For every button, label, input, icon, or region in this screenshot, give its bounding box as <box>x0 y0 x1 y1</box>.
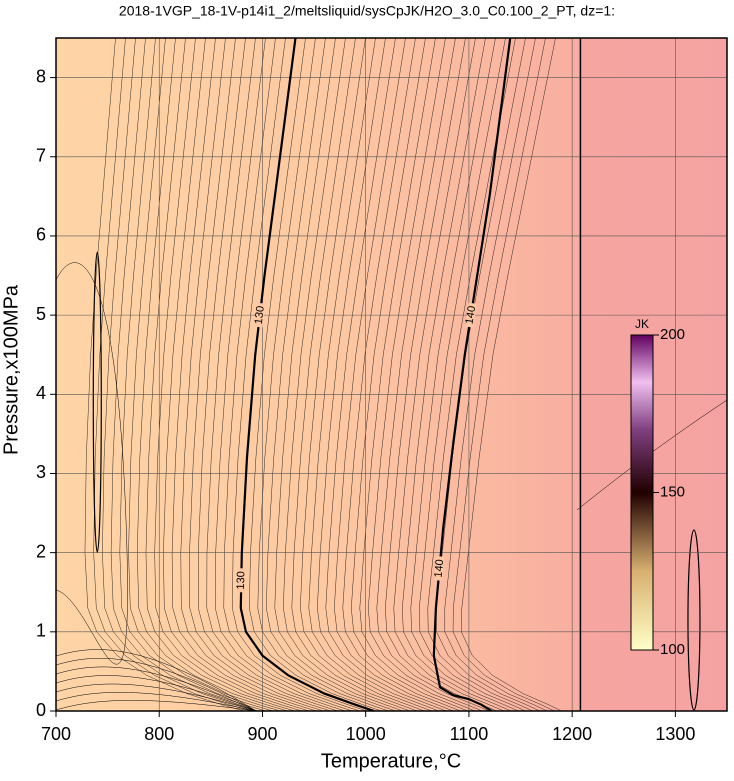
y-tick-label: 8 <box>36 66 46 86</box>
minor-contour <box>334 38 454 711</box>
colorbar-tick-label: 200 <box>660 326 685 343</box>
x-tick-label: 800 <box>144 724 174 744</box>
x-tick-label: 1200 <box>552 724 592 744</box>
plot-background <box>56 38 727 711</box>
y-tick-label: 4 <box>36 383 46 403</box>
y-axis-label: Pressure,x100MPa <box>0 284 22 455</box>
minor-contour <box>119 38 274 711</box>
minor-contour <box>56 658 257 711</box>
y-tick-label: 5 <box>36 304 46 324</box>
minor-contour <box>385 38 497 711</box>
y-tick-label: 2 <box>36 541 46 561</box>
minor-contour <box>283 38 411 711</box>
minor-contour <box>145 38 295 711</box>
minor-contour <box>56 692 257 711</box>
plot-frame <box>55 37 728 712</box>
minor-contour <box>163 38 310 711</box>
y-tick-label: 1 <box>36 621 46 641</box>
minor-contour <box>359 38 476 711</box>
contour-label: 130 <box>235 571 247 590</box>
minor-contour <box>154 38 302 711</box>
colorbar-tick-label: 100 <box>660 641 685 658</box>
minor-contour <box>402 38 512 711</box>
minor-contour <box>317 38 439 711</box>
minor-contour <box>197 38 338 711</box>
minor-contour <box>410 38 519 711</box>
minor-contour <box>56 649 257 711</box>
minor-contour <box>223 38 360 711</box>
minor-contour <box>56 683 257 711</box>
minor-contour <box>110 38 266 711</box>
x-tick-label: 1000 <box>346 724 386 744</box>
contour-label: 130 <box>253 305 267 325</box>
minor-contour <box>56 666 257 711</box>
minor-contour <box>232 38 367 711</box>
minor-contour <box>308 38 432 711</box>
minor-contour <box>84 38 245 711</box>
y-tick-label: 6 <box>36 225 46 245</box>
minor-contour <box>342 38 461 711</box>
x-tick-label: 700 <box>41 724 71 744</box>
minor-contour <box>274 38 403 711</box>
minor-contours <box>56 38 727 711</box>
minor-contour <box>189 38 331 711</box>
minor-contour <box>427 38 533 711</box>
contour-label-bg <box>237 568 246 593</box>
plot-area: 130 130 140 140 <box>56 38 727 711</box>
minor-contour <box>300 38 425 711</box>
colorbar-label: JK <box>635 317 649 331</box>
colorbar-tick-label: 150 <box>660 483 685 500</box>
colorbar <box>630 334 654 651</box>
minor-contour <box>171 38 317 711</box>
minor-contour <box>257 38 389 711</box>
minor-contour <box>56 675 257 711</box>
minor-contour <box>325 38 447 711</box>
y-tick-label: 0 <box>36 700 46 720</box>
minor-contour <box>419 38 526 711</box>
minor-contour <box>368 38 483 711</box>
x-tick-label: 1100 <box>450 724 489 744</box>
y-tick-label: 7 <box>36 146 46 166</box>
minor-contour <box>128 38 281 711</box>
minor-contour <box>93 38 252 711</box>
contour-label-bg <box>465 302 477 328</box>
minor-contour <box>249 38 382 711</box>
minor-contour <box>291 38 418 711</box>
minor-contour <box>92 251 102 553</box>
contour-label-bg <box>434 556 445 581</box>
minor-contour <box>687 529 701 711</box>
minor-contour <box>136 38 288 711</box>
x-tick-label: 1300 <box>655 724 695 744</box>
contour-label: 140 <box>433 559 447 578</box>
x-tick-label: 900 <box>247 724 277 744</box>
minor-contour <box>376 38 490 711</box>
minor-contour <box>461 38 562 711</box>
minor-contour <box>206 38 346 711</box>
minor-contour <box>351 38 468 711</box>
minor-contour <box>266 38 396 711</box>
minor-contour <box>215 38 353 711</box>
contour-label: 140 <box>464 305 479 325</box>
y-tick-label: 3 <box>36 462 46 482</box>
x-axis-label: Temperature,°C <box>321 750 461 772</box>
chart-title: 2018-1VGP_18-1V-p14i1_2/meltsliquid/sysC… <box>119 3 615 19</box>
contour-label-bg <box>254 302 266 328</box>
minor-contour <box>393 38 504 711</box>
minor-contour <box>180 38 324 711</box>
minor-contour <box>56 700 257 711</box>
minor-contour <box>444 38 548 711</box>
minor-contour <box>452 38 555 711</box>
